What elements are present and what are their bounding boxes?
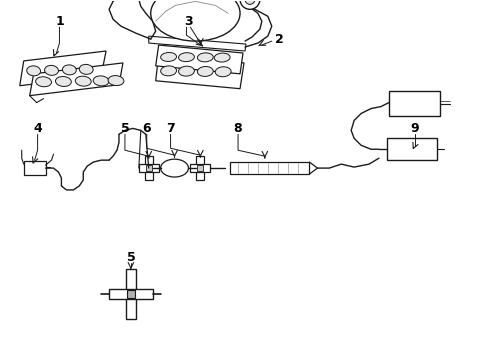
Ellipse shape bbox=[161, 53, 176, 62]
Polygon shape bbox=[30, 63, 123, 96]
Ellipse shape bbox=[161, 159, 189, 177]
Bar bbox=[389, 91, 441, 116]
Bar bbox=[196, 156, 204, 180]
Ellipse shape bbox=[214, 53, 230, 62]
Bar bbox=[197, 165, 203, 171]
Bar bbox=[24, 161, 46, 175]
Ellipse shape bbox=[79, 64, 93, 74]
Ellipse shape bbox=[62, 65, 76, 75]
Bar bbox=[127, 290, 135, 298]
Circle shape bbox=[240, 0, 260, 9]
Ellipse shape bbox=[75, 76, 91, 86]
Polygon shape bbox=[156, 45, 243, 74]
Ellipse shape bbox=[178, 66, 195, 76]
Bar bbox=[139, 164, 159, 172]
Bar bbox=[109, 289, 153, 299]
Polygon shape bbox=[156, 55, 244, 89]
Bar bbox=[126, 269, 136, 319]
Text: 3: 3 bbox=[184, 15, 193, 28]
Ellipse shape bbox=[197, 53, 213, 62]
Bar bbox=[191, 164, 210, 172]
Text: 5: 5 bbox=[126, 251, 135, 264]
Polygon shape bbox=[20, 51, 106, 86]
Circle shape bbox=[245, 0, 255, 4]
Ellipse shape bbox=[55, 76, 72, 86]
Ellipse shape bbox=[178, 53, 195, 62]
Polygon shape bbox=[149, 36, 246, 51]
Text: 1: 1 bbox=[55, 15, 64, 28]
Bar bbox=[387, 138, 437, 160]
Text: 9: 9 bbox=[410, 122, 419, 135]
Bar bbox=[230, 162, 310, 174]
Ellipse shape bbox=[151, 0, 240, 41]
Text: 4: 4 bbox=[33, 122, 42, 135]
Text: 7: 7 bbox=[166, 122, 175, 135]
Ellipse shape bbox=[215, 67, 231, 77]
Ellipse shape bbox=[27, 66, 41, 76]
Ellipse shape bbox=[108, 76, 124, 86]
Text: 8: 8 bbox=[234, 122, 243, 135]
Ellipse shape bbox=[197, 67, 213, 76]
Text: 5: 5 bbox=[121, 122, 129, 135]
Text: 2: 2 bbox=[275, 33, 284, 46]
Ellipse shape bbox=[161, 66, 176, 76]
Ellipse shape bbox=[93, 76, 109, 86]
Ellipse shape bbox=[45, 66, 58, 75]
Bar bbox=[146, 165, 152, 171]
Text: 6: 6 bbox=[143, 122, 151, 135]
Ellipse shape bbox=[36, 77, 51, 87]
Bar bbox=[145, 156, 153, 180]
